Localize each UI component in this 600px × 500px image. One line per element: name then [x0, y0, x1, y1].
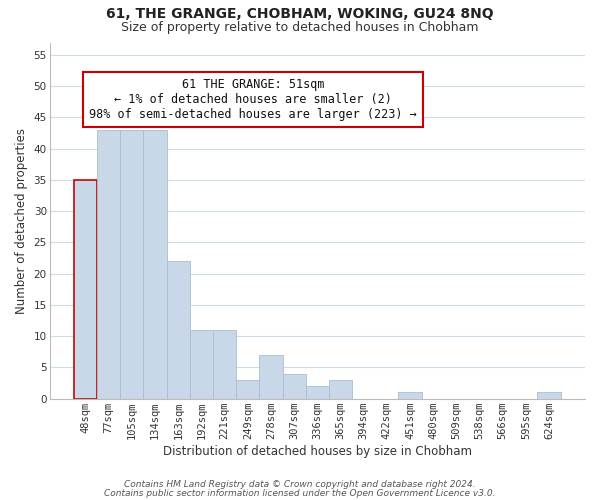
- Bar: [74, 180, 97, 398]
- X-axis label: Distribution of detached houses by size in Chobham: Distribution of detached houses by size …: [163, 444, 472, 458]
- Bar: [213, 330, 236, 398]
- Bar: [259, 355, 283, 399]
- Bar: [167, 261, 190, 398]
- Bar: [329, 380, 352, 398]
- Bar: [283, 374, 306, 398]
- Bar: [306, 386, 329, 398]
- Text: 61 THE GRANGE: 51sqm
← 1% of detached houses are smaller (2)
98% of semi-detache: 61 THE GRANGE: 51sqm ← 1% of detached ho…: [89, 78, 417, 121]
- Text: Size of property relative to detached houses in Chobham: Size of property relative to detached ho…: [121, 21, 479, 34]
- Text: Contains public sector information licensed under the Open Government Licence v3: Contains public sector information licen…: [104, 488, 496, 498]
- Text: 61, THE GRANGE, CHOBHAM, WOKING, GU24 8NQ: 61, THE GRANGE, CHOBHAM, WOKING, GU24 8N…: [106, 8, 494, 22]
- Text: Contains HM Land Registry data © Crown copyright and database right 2024.: Contains HM Land Registry data © Crown c…: [124, 480, 476, 489]
- Bar: [398, 392, 422, 398]
- Bar: [143, 130, 167, 398]
- Bar: [236, 380, 259, 398]
- Bar: [120, 130, 143, 398]
- Y-axis label: Number of detached properties: Number of detached properties: [15, 128, 28, 314]
- Bar: [190, 330, 213, 398]
- Bar: [538, 392, 560, 398]
- Bar: [97, 130, 120, 398]
